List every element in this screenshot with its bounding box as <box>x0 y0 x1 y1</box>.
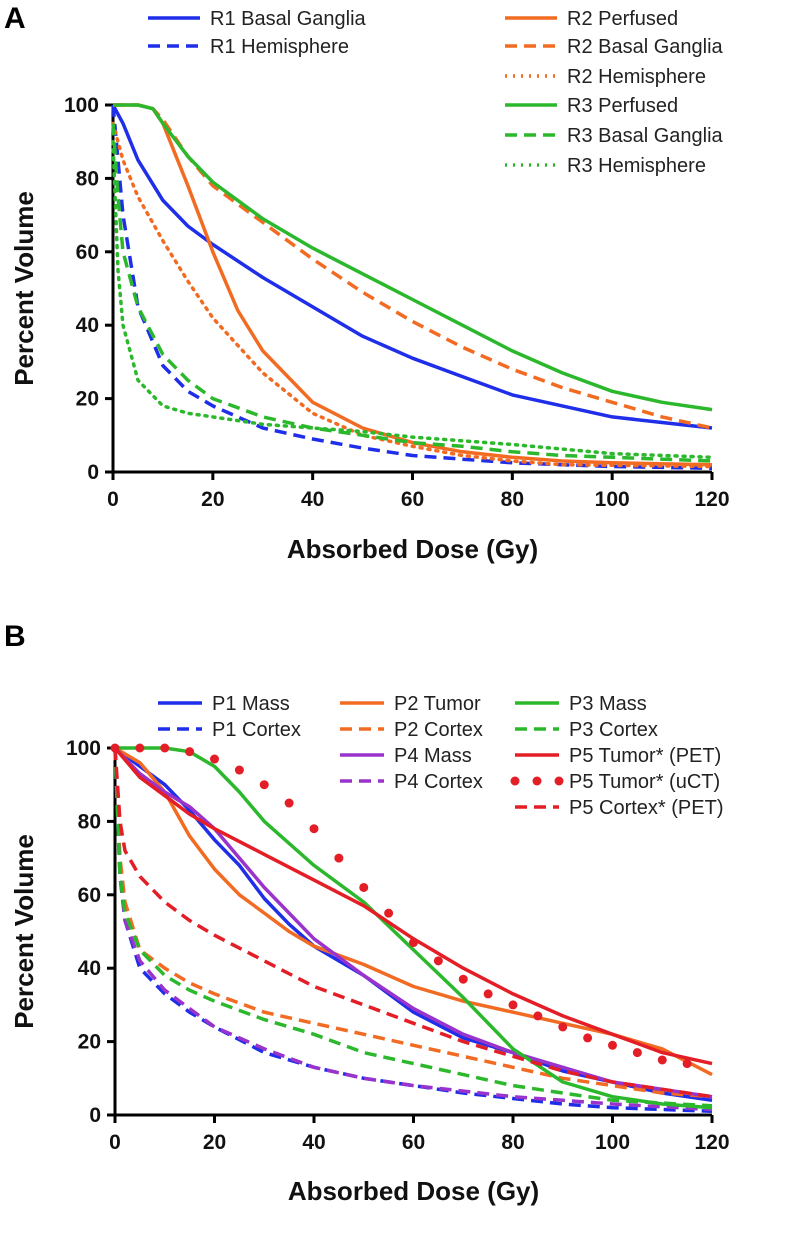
chart-b: 0 20 40 60 80 100 120 0 20 40 60 80 100 Absorbed Dose… <box>9 693 730 1206</box>
x-tick-label: 80 <box>501 488 524 511</box>
x-tick-label: 40 <box>302 1131 325 1154</box>
data-point-p5-tumor-uct <box>433 956 443 966</box>
y-tick-label: 80 <box>76 167 99 190</box>
legend-label-r2-hemisphere: R2 Hemisphere <box>567 66 706 88</box>
y-tick-label: 80 <box>78 810 101 833</box>
x-tick-label: 120 <box>694 488 729 511</box>
series-line-p4-mass <box>113 746 713 1099</box>
data-point-p5-tumor-uct <box>384 908 394 918</box>
y-tick-label: 100 <box>66 737 101 760</box>
y-tick-label: 0 <box>87 461 99 484</box>
data-point-p5-tumor-uct <box>259 780 269 790</box>
y-tick-label: 0 <box>89 1104 101 1127</box>
legend-label-r3-perfused: R3 Perfused <box>567 95 678 117</box>
y-tick-label: 40 <box>78 957 101 980</box>
y-tick-label: 20 <box>76 388 99 411</box>
legend-label-r3-basal-ganglia: R3 Basal Ganglia <box>567 125 724 147</box>
legend-label-r2-perfused: R2 Perfused <box>567 8 678 30</box>
data-point-p5-tumor-uct <box>632 1048 642 1058</box>
data-point-p5-tumor-uct <box>508 1000 518 1010</box>
legend-label-p5-tumor-uct: P5 Tumor* (uCT) <box>569 771 720 793</box>
legend-swatch-p5-tumor-uct <box>510 776 520 786</box>
data-point-p5-tumor-uct <box>234 765 244 775</box>
series-line-r1-basal-ganglia <box>111 104 713 430</box>
legend-label-r1-hemisphere: R1 Hemisphere <box>210 36 349 58</box>
legend-label-p1-cortex: P1 Cortex <box>212 719 301 741</box>
data-point-p5-tumor-uct <box>608 1040 617 1050</box>
data-point-p5-tumor-uct <box>309 824 319 834</box>
legend-label-p3-mass: P3 Mass <box>569 693 647 715</box>
legend-label-p2-tumor: P2 Tumor <box>394 693 481 715</box>
data-point-p5-tumor-uct <box>185 747 195 757</box>
legend-label-p4-mass: P4 Mass <box>394 745 472 767</box>
x-tick-label: 80 <box>501 1131 524 1154</box>
data-point-p5-tumor-uct <box>284 798 294 808</box>
legend-label-p4-cortex: P4 Cortex <box>394 771 483 793</box>
panel-label-b: B <box>4 620 26 653</box>
data-point-p5-tumor-uct <box>334 853 344 863</box>
data-point-p5-tumor-uct <box>533 1011 543 1021</box>
series-line-r1-hemisphere <box>111 104 713 471</box>
x-tick-label: 20 <box>203 1131 226 1154</box>
data-point-p5-tumor-uct <box>135 743 145 753</box>
y-tick-label: 20 <box>78 1031 101 1054</box>
legend-label-r3-hemisphere: R3 Hemisphere <box>567 155 706 177</box>
legend-label-p3-cortex: P3 Cortex <box>569 719 658 741</box>
series-line-p5-tumor-pet <box>113 746 713 1066</box>
x-axis-title: Absorbed Dose (Gy) <box>288 1176 539 1206</box>
y-axis-title: Percent Volume <box>9 834 39 1029</box>
x-tick-label: 120 <box>694 1131 729 1154</box>
series-line-r2-basal-ganglia <box>113 103 713 430</box>
series-line-p5-cortex-pet <box>113 747 713 1099</box>
x-tick-label: 100 <box>595 1131 630 1154</box>
x-tick-label: 60 <box>401 488 424 511</box>
series-line-p3-mass <box>115 746 713 1110</box>
x-axis-title: Absorbed Dose (Gy) <box>287 534 538 564</box>
data-point-p5-tumor-uct <box>583 1033 593 1043</box>
legend-label-r2-basal-ganglia: R2 Basal Ganglia <box>567 36 724 58</box>
series-line-r2-hemisphere <box>111 121 714 469</box>
x-tick-label: 100 <box>595 488 630 511</box>
legend-label-p5-cortex-pet: P5 Cortex* (PET) <box>569 797 723 819</box>
chart-a: 0 20 40 60 80 100 120 0 20 40 60 80 100 Absorbed Dose… <box>9 8 730 564</box>
x-tick-label: 0 <box>107 488 119 511</box>
data-point-p5-tumor-uct <box>160 743 170 753</box>
data-point-p5-tumor-uct <box>657 1055 667 1065</box>
data-point-p5-tumor-uct <box>409 938 418 948</box>
legend-swatch-p5-tumor-uct <box>532 776 542 786</box>
data-point-p5-tumor-uct <box>458 974 468 984</box>
x-tick-label: 60 <box>402 1131 425 1154</box>
series-line-r3-basal-ganglia <box>111 123 713 463</box>
panel-label-a: A <box>4 2 26 35</box>
legend-label-p1-mass: P1 Mass <box>212 693 290 715</box>
y-tick-label: 60 <box>76 241 99 264</box>
y-tick-label: 40 <box>76 314 99 337</box>
series-line-p2-cortex <box>113 747 713 1099</box>
legend-swatch-p5-tumor-uct <box>554 776 564 786</box>
data-point-p5-tumor-uct <box>483 989 493 999</box>
x-tick-label: 0 <box>109 1131 121 1154</box>
y-tick-label: 100 <box>64 94 99 117</box>
y-axis-title: Percent Volume <box>9 191 39 386</box>
legend-label-p5-tumor-pet: P5 Tumor* (PET) <box>569 745 721 767</box>
y-tick-label: 60 <box>78 884 101 907</box>
series-line-p3-cortex <box>113 747 713 1108</box>
legend-label-r1-basal-ganglia: R1 Basal Ganglia <box>210 8 367 30</box>
series-line-p2-tumor <box>114 746 713 1077</box>
data-point-p5-tumor-uct <box>558 1022 568 1032</box>
x-tick-label: 40 <box>301 488 324 511</box>
series-line-p4-cortex <box>113 747 713 1112</box>
legend-label-p2-cortex: P2 Cortex <box>394 719 483 741</box>
series-line-r3-hemisphere <box>111 139 714 460</box>
data-point-p5-tumor-uct <box>682 1059 692 1069</box>
series-line-r3-perfused <box>113 103 713 412</box>
x-tick-label: 20 <box>201 488 224 511</box>
data-point-p5-tumor-uct <box>359 882 369 892</box>
data-point-p5-tumor-uct <box>210 754 219 764</box>
